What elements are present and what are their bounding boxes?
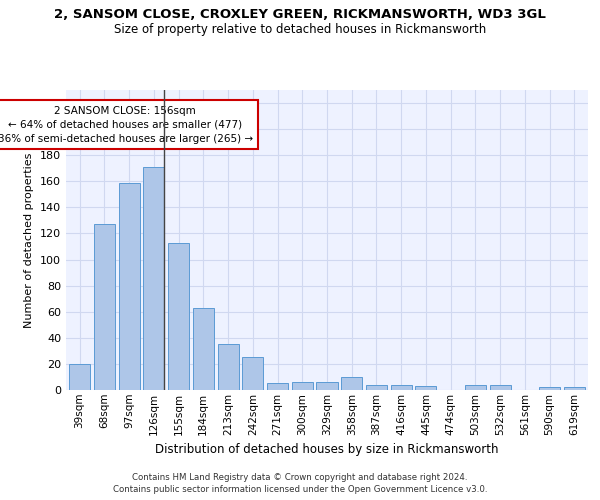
Text: Contains public sector information licensed under the Open Government Licence v3: Contains public sector information licen…	[113, 485, 487, 494]
Bar	[267, 384, 288, 390]
Text: 2, SANSOM CLOSE, CROXLEY GREEN, RICKMANSWORTH, WD3 3GL: 2, SANSOM CLOSE, CROXLEY GREEN, RICKMANS…	[54, 8, 546, 20]
Text: 2 SANSOM CLOSE: 156sqm
← 64% of detached houses are smaller (477)
36% of semi-de: 2 SANSOM CLOSE: 156sqm ← 64% of detached…	[0, 106, 253, 144]
Bar	[490, 385, 511, 390]
Bar	[193, 308, 214, 390]
Bar	[415, 386, 436, 390]
Bar	[168, 242, 189, 390]
Text: Size of property relative to detached houses in Rickmansworth: Size of property relative to detached ho…	[114, 22, 486, 36]
Bar	[143, 167, 164, 390]
Bar	[564, 388, 585, 390]
Bar	[94, 224, 115, 390]
Bar	[242, 358, 263, 390]
Bar	[465, 385, 486, 390]
Bar	[119, 182, 140, 390]
Bar	[341, 377, 362, 390]
Bar	[366, 385, 387, 390]
Y-axis label: Number of detached properties: Number of detached properties	[25, 152, 34, 328]
Bar	[316, 382, 338, 390]
Text: Distribution of detached houses by size in Rickmansworth: Distribution of detached houses by size …	[155, 442, 499, 456]
Bar	[391, 385, 412, 390]
Bar	[292, 382, 313, 390]
Bar	[69, 364, 90, 390]
Text: Contains HM Land Registry data © Crown copyright and database right 2024.: Contains HM Land Registry data © Crown c…	[132, 472, 468, 482]
Bar	[218, 344, 239, 390]
Bar	[539, 388, 560, 390]
